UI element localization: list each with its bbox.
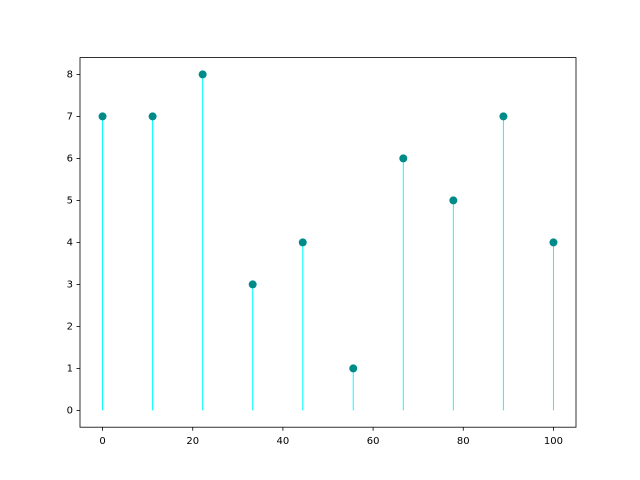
marker	[399, 154, 408, 163]
x-tick-label: 0	[99, 436, 105, 447]
y-tick-label: 2	[67, 321, 73, 332]
y-tick-label: 4	[67, 237, 73, 248]
x-tick-label: 40	[277, 436, 290, 447]
plot-frame	[79, 57, 577, 428]
marker	[148, 112, 157, 121]
y-tick-label: 5	[67, 195, 73, 206]
marker	[449, 196, 458, 205]
marker	[549, 238, 558, 247]
y-tick-label: 3	[67, 279, 73, 290]
marker	[198, 70, 207, 79]
x-tick-label: 100	[544, 436, 563, 447]
y-tick-label: 8	[67, 69, 73, 80]
marker	[98, 112, 107, 121]
x-tick-label: 80	[457, 436, 470, 447]
marker	[349, 364, 358, 373]
y-tick-label: 7	[67, 111, 73, 122]
x-tick-label: 20	[186, 436, 199, 447]
y-tick-label: 0	[67, 405, 73, 416]
y-tick-label: 1	[67, 363, 73, 374]
marker	[298, 238, 307, 247]
marker	[499, 112, 508, 121]
marker	[248, 280, 257, 289]
x-tick-label: 60	[367, 436, 380, 447]
y-tick-label: 6	[67, 153, 73, 164]
